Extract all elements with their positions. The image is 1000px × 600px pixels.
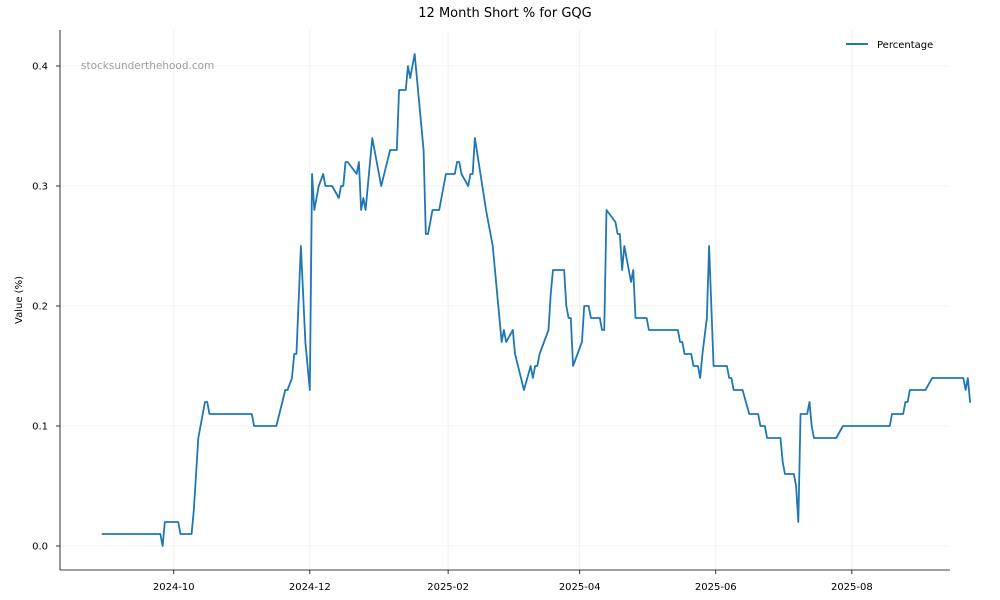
legend: Percentage	[846, 40, 933, 51]
series-layer	[101, 53, 971, 547]
chart-title: 12 Month Short % for GQG	[418, 6, 591, 21]
series-line-percentage	[101, 53, 971, 547]
y-tick-label: 0.0	[32, 542, 48, 553]
x-tick-label: 2024-10	[153, 582, 195, 593]
x-tick-label: 2025-06	[695, 582, 737, 593]
y-tick-label: 0.2	[32, 302, 48, 313]
x-tick-label: 2024-12	[289, 582, 331, 593]
y-tick-label: 0.4	[32, 62, 48, 73]
y-tick-label: 0.1	[32, 422, 48, 433]
grid-layer	[60, 30, 950, 570]
watermark-text: stocksunderthehood.com	[81, 60, 214, 72]
x-tick-label: 2025-02	[427, 582, 469, 593]
legend-label-percentage: Percentage	[877, 40, 933, 51]
y-tick-label: 0.3	[32, 182, 48, 193]
axes-layer: 0.0 0.1 0.2 0.3 0.4 2024-10 2024-12 2025-02 2025…	[32, 30, 950, 593]
x-tick-label: 2025-04	[559, 582, 601, 593]
x-tick-label: 2025-08	[831, 582, 873, 593]
y-axis-label: Value (%)	[14, 276, 25, 324]
